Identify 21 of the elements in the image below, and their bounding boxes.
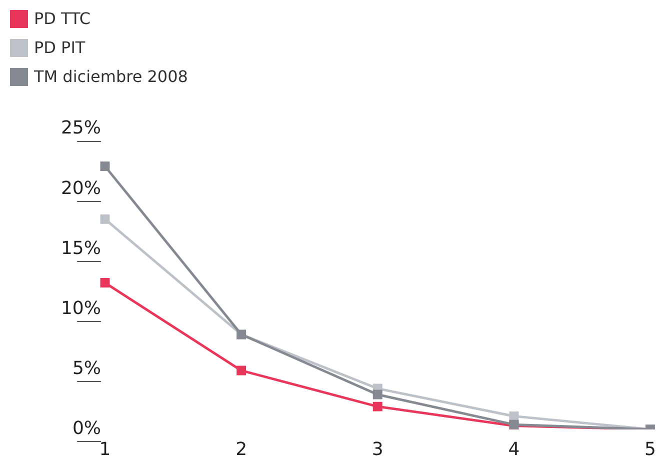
point: [372, 390, 382, 400]
point: [509, 411, 519, 421]
y-tick-label: 15%: [60, 238, 101, 259]
y-tick-label: 5%: [72, 358, 101, 379]
point: [236, 366, 246, 376]
x-tick-label: 1: [99, 438, 111, 460]
point: [100, 214, 110, 224]
y-tick-label: 25%: [60, 118, 101, 139]
legend-label: PD TTC: [34, 9, 91, 28]
legend-label: PD PIT: [34, 38, 86, 57]
y-tick-label: 20%: [60, 178, 101, 199]
x-tick-label: 2: [236, 438, 248, 460]
x-tick-label: 5: [644, 438, 656, 460]
point: [372, 402, 382, 412]
x-tick-label: 3: [372, 438, 384, 460]
y-tick-label: 10%: [60, 298, 101, 319]
point: [100, 162, 110, 171]
x-tick-label: 4: [508, 438, 520, 460]
y-tick-label: 0%: [72, 418, 101, 440]
legend-label: TM diciembre 2008: [34, 67, 188, 86]
point: [100, 278, 110, 288]
